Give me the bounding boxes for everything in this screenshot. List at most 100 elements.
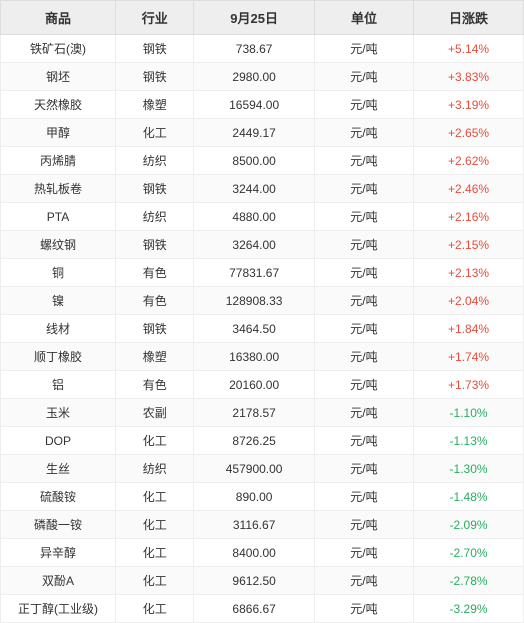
cell-industry: 化工 <box>116 511 194 539</box>
cell-unit: 元/吨 <box>314 595 413 623</box>
cell-industry: 纺织 <box>116 147 194 175</box>
cell-industry: 化工 <box>116 595 194 623</box>
cell-price: 9612.50 <box>194 567 314 595</box>
cell-industry: 化工 <box>116 119 194 147</box>
table-row: 热轧板卷钢铁3244.00元/吨+2.46% <box>1 175 524 203</box>
cell-name: 钢坯 <box>1 63 116 91</box>
cell-unit: 元/吨 <box>314 119 413 147</box>
cell-change: +2.04% <box>414 287 524 315</box>
cell-unit: 元/吨 <box>314 455 413 483</box>
cell-price: 128908.33 <box>194 287 314 315</box>
table-row: PTA纺织4880.00元/吨+2.16% <box>1 203 524 231</box>
cell-name: 异辛醇 <box>1 539 116 567</box>
cell-name: 生丝 <box>1 455 116 483</box>
cell-unit: 元/吨 <box>314 427 413 455</box>
table-row: 铜有色77831.67元/吨+2.13% <box>1 259 524 287</box>
cell-unit: 元/吨 <box>314 315 413 343</box>
cell-change: +2.65% <box>414 119 524 147</box>
cell-unit: 元/吨 <box>314 91 413 119</box>
cell-unit: 元/吨 <box>314 35 413 63</box>
cell-industry: 有色 <box>116 287 194 315</box>
table-row: 螺纹钢钢铁3264.00元/吨+2.15% <box>1 231 524 259</box>
cell-industry: 化工 <box>116 567 194 595</box>
cell-name: 铝 <box>1 371 116 399</box>
table-row: 异辛醇化工8400.00元/吨-2.70% <box>1 539 524 567</box>
table-row: 生丝纺织457900.00元/吨-1.30% <box>1 455 524 483</box>
cell-price: 2178.57 <box>194 399 314 427</box>
col-header-unit: 单位 <box>314 1 413 35</box>
table-row: 磷酸一铵化工3116.67元/吨-2.09% <box>1 511 524 539</box>
cell-industry: 纺织 <box>116 203 194 231</box>
cell-change: +2.16% <box>414 203 524 231</box>
cell-industry: 钢铁 <box>116 175 194 203</box>
table-row: 铁矿石(澳)钢铁738.67元/吨+5.14% <box>1 35 524 63</box>
cell-price: 77831.67 <box>194 259 314 287</box>
cell-name: DOP <box>1 427 116 455</box>
table-row: 镍有色128908.33元/吨+2.04% <box>1 287 524 315</box>
cell-price: 738.67 <box>194 35 314 63</box>
cell-price: 6866.67 <box>194 595 314 623</box>
cell-industry: 钢铁 <box>116 231 194 259</box>
cell-industry: 化工 <box>116 539 194 567</box>
cell-change: -2.70% <box>414 539 524 567</box>
cell-change: -3.29% <box>414 595 524 623</box>
cell-name: 天然橡胶 <box>1 91 116 119</box>
cell-price: 3264.00 <box>194 231 314 259</box>
cell-change: +2.62% <box>414 147 524 175</box>
cell-name: 磷酸一铵 <box>1 511 116 539</box>
cell-price: 16594.00 <box>194 91 314 119</box>
table-row: DOP化工8726.25元/吨-1.13% <box>1 427 524 455</box>
cell-change: +1.73% <box>414 371 524 399</box>
cell-price: 3244.00 <box>194 175 314 203</box>
cell-industry: 纺织 <box>116 455 194 483</box>
cell-price: 8500.00 <box>194 147 314 175</box>
cell-change: +5.14% <box>414 35 524 63</box>
cell-price: 8400.00 <box>194 539 314 567</box>
table-row: 甲醇化工2449.17元/吨+2.65% <box>1 119 524 147</box>
cell-industry: 钢铁 <box>116 63 194 91</box>
cell-price: 8726.25 <box>194 427 314 455</box>
col-header-change: 日涨跌 <box>414 1 524 35</box>
cell-name: 双酚A <box>1 567 116 595</box>
cell-price: 2449.17 <box>194 119 314 147</box>
cell-name: 热轧板卷 <box>1 175 116 203</box>
table-row: 正丁醇(工业级)化工6866.67元/吨-3.29% <box>1 595 524 623</box>
cell-unit: 元/吨 <box>314 231 413 259</box>
cell-unit: 元/吨 <box>314 399 413 427</box>
table-row: 玉米农副2178.57元/吨-1.10% <box>1 399 524 427</box>
cell-price: 457900.00 <box>194 455 314 483</box>
cell-change: +2.13% <box>414 259 524 287</box>
cell-change: +3.83% <box>414 63 524 91</box>
cell-name: 铜 <box>1 259 116 287</box>
cell-name: PTA <box>1 203 116 231</box>
cell-change: +3.19% <box>414 91 524 119</box>
cell-price: 3464.50 <box>194 315 314 343</box>
cell-industry: 橡塑 <box>116 91 194 119</box>
cell-industry: 橡塑 <box>116 343 194 371</box>
cell-change: -1.13% <box>414 427 524 455</box>
col-header-industry: 行业 <box>116 1 194 35</box>
cell-change: -1.48% <box>414 483 524 511</box>
cell-change: -2.78% <box>414 567 524 595</box>
cell-unit: 元/吨 <box>314 147 413 175</box>
table-row: 线材钢铁3464.50元/吨+1.84% <box>1 315 524 343</box>
col-header-name: 商品 <box>1 1 116 35</box>
table-row: 天然橡胶橡塑16594.00元/吨+3.19% <box>1 91 524 119</box>
cell-name: 线材 <box>1 315 116 343</box>
cell-price: 2980.00 <box>194 63 314 91</box>
cell-unit: 元/吨 <box>314 343 413 371</box>
cell-name: 丙烯腈 <box>1 147 116 175</box>
table-row: 顺丁橡胶橡塑16380.00元/吨+1.74% <box>1 343 524 371</box>
cell-unit: 元/吨 <box>314 511 413 539</box>
cell-unit: 元/吨 <box>314 371 413 399</box>
cell-name: 正丁醇(工业级) <box>1 595 116 623</box>
cell-change: +2.15% <box>414 231 524 259</box>
cell-change: -1.30% <box>414 455 524 483</box>
cell-unit: 元/吨 <box>314 287 413 315</box>
cell-industry: 钢铁 <box>116 315 194 343</box>
cell-unit: 元/吨 <box>314 203 413 231</box>
table-row: 双酚A化工9612.50元/吨-2.78% <box>1 567 524 595</box>
cell-name: 顺丁橡胶 <box>1 343 116 371</box>
cell-price: 3116.67 <box>194 511 314 539</box>
cell-name: 硫酸铵 <box>1 483 116 511</box>
